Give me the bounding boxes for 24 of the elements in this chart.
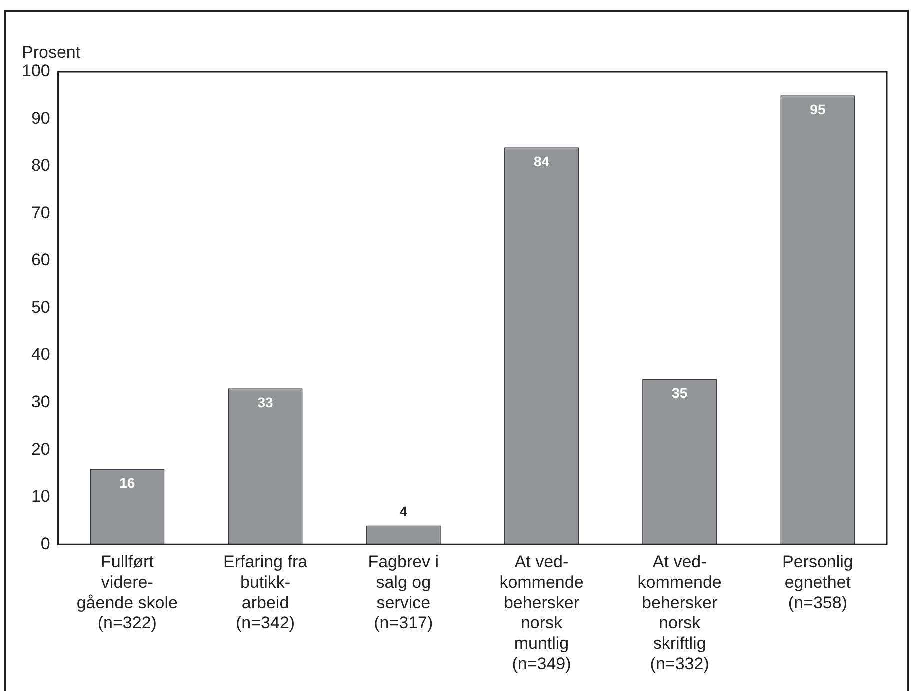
y-tick-label: 100 [22, 62, 50, 81]
y-tick-label: 80 [31, 156, 50, 176]
y-tick-label: 40 [31, 345, 50, 364]
data-label: 4 [400, 504, 408, 520]
data-label: 35 [672, 385, 688, 402]
x-tick-label: Fagbrev i salg og service (n=317) [368, 552, 440, 633]
x-tick-label: Erfaring fra butikk- arbeid (n=342) [223, 552, 308, 633]
y-tick-label: 70 [31, 203, 50, 222]
x-tick-label: At ved- kommende behersker norsk skriftlig (n=332) [638, 552, 722, 674]
y-axis-title: Prosent [22, 43, 81, 62]
y-tick-label: 20 [31, 440, 50, 459]
y-tick-label: 60 [31, 250, 50, 270]
data-label: 16 [120, 474, 136, 491]
y-tick-label: 30 [31, 392, 50, 412]
y-tick-label: 10 [31, 487, 50, 506]
y-tick-label: 0 [40, 534, 50, 554]
x-tick-label: At ved- kommende behersker norsk muntlig (n=349) [500, 552, 584, 674]
x-tick-label: Fullført videre- gående skole (n=322) [76, 552, 178, 633]
y-tick-label: 50 [31, 298, 50, 317]
data-label: 84 [534, 153, 550, 170]
data-label: 95 [810, 101, 826, 118]
x-tick-label: Personlig egnethet (n=358) [782, 552, 854, 612]
y-tick-label: 90 [31, 108, 50, 128]
data-label: 33 [258, 394, 274, 410]
